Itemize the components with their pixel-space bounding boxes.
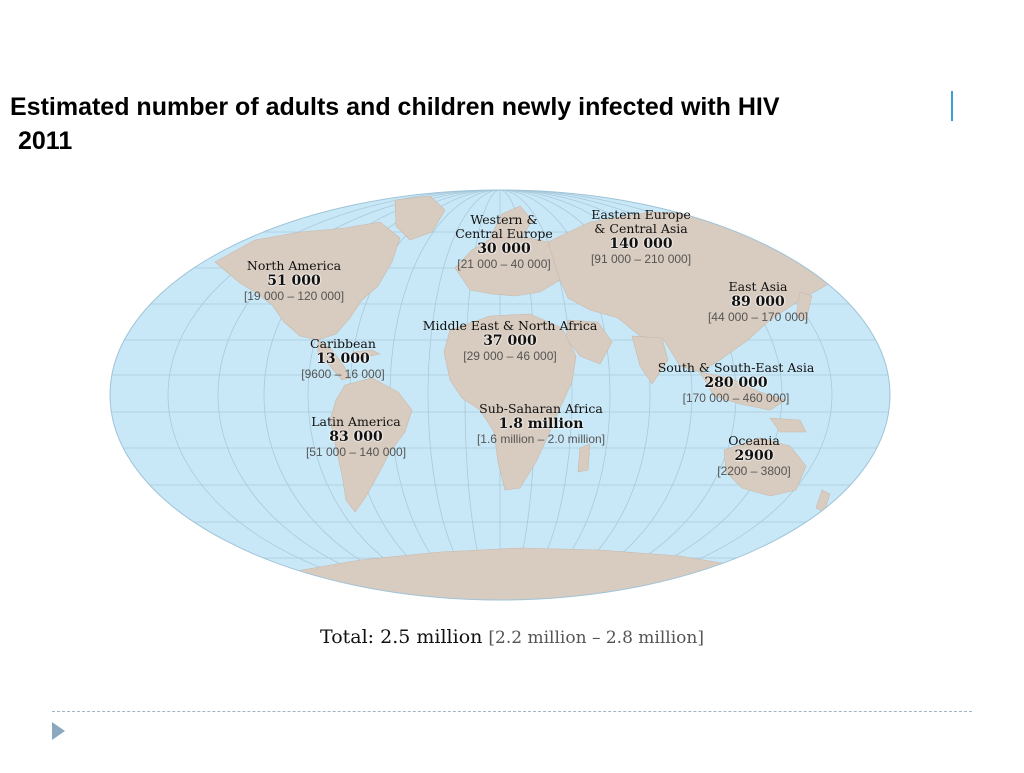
region-caribbean: Caribbean 13 000 [9600 – 16 000] [301,336,385,382]
region-north-america: North America 51 000 [19 000 – 120 000] [243,258,345,304]
region-value: 83 000 [329,429,383,445]
title-accent-bar [951,91,953,121]
region-value: 280 000 [704,375,768,391]
region-name: East Asia [728,279,788,294]
next-slide-arrow-icon[interactable] [52,722,65,740]
region-sub-saharan-africa: Sub-Saharan Africa 1.8 million [1.6 mill… [476,401,606,447]
region-name: Middle East & North Africa [422,318,598,333]
region-range: [19 000 – 120 000] [243,289,345,303]
region-name-line-1: Eastern Europe [591,207,691,222]
region-eastern-europe-central-asia: Eastern Europe & Central Asia 140 000 [9… [590,207,692,267]
region-latin-america: Latin America 83 000 [51 000 – 140 000] [305,414,407,460]
land-scandinavia [489,205,533,239]
region-name-line-1: Western & [470,212,538,227]
region-value: 37 000 [483,333,537,349]
region-name: Sub-Saharan Africa [479,401,603,416]
region-value: 30 000 [477,241,531,257]
region-range: [170 000 – 460 000] [682,391,790,405]
region-range: [44 000 – 170 000] [707,310,809,324]
region-name: North America [246,258,342,273]
land-north-america [214,221,401,341]
region-name-line-2: Central Europe [455,226,553,241]
land-africa [443,313,577,491]
total-line: Total: 2.5 million [2.2 million – 2.8 mi… [0,626,1024,648]
region-name: South & South-East Asia [657,360,815,375]
region-range: [51 000 – 140 000] [305,445,407,459]
landmasses [214,195,851,600]
region-value: 2900 [734,448,774,464]
region-value: 1.8 million [498,416,584,432]
region-south-southeast-asia: South & South-East Asia 280 000 [170 000… [657,360,815,406]
region-range: [1.6 million – 2.0 million] [476,432,606,446]
total-range: [2.2 million – 2.8 million] [488,628,704,648]
region-range: [2200 – 3800] [717,464,791,478]
slide-title: Estimated number of adults and children … [10,90,1010,158]
region-range: [29 000 – 46 000] [463,349,557,363]
region-western-central-europe: Western & Central Europe 30 000 [21 000 … [455,212,553,272]
region-middle-east-north-africa: Middle East & North Africa 37 000 [29 00… [422,318,598,364]
land-india [631,335,669,385]
land-central-america [317,339,351,381]
total-label: Total: 2.5 million [320,626,483,648]
region-east-asia: East Asia 89 000 [44 000 – 170 000] [707,279,809,325]
land-south-america [329,377,413,513]
region-range: [91 000 – 210 000] [590,252,692,266]
land-japan [795,291,813,321]
region-range: [21 000 – 40 000] [457,257,551,271]
title-line-2: 2011 [18,127,73,155]
land-caribbean-islands [351,349,381,359]
land-madagascar [577,443,591,473]
region-value: 140 000 [609,236,673,252]
land-new-guinea [769,417,807,433]
region-oceania: Oceania 2900 [2200 – 3800] [717,433,791,479]
footer-divider [52,711,972,712]
region-value: 89 000 [731,294,785,310]
land-greenland [394,195,446,241]
region-name: Oceania [728,433,780,448]
region-name: Caribbean [310,336,376,351]
title-line-1: Estimated number of adults and children … [10,93,780,121]
region-value: 51 000 [267,273,321,289]
land-australia [723,437,807,497]
region-name: Latin America [311,414,401,429]
region-name-line-2: & Central Asia [594,221,688,236]
region-range: [9600 – 16 000] [301,367,385,381]
land-southeast-asia [699,371,787,411]
region-value: 13 000 [316,351,370,367]
